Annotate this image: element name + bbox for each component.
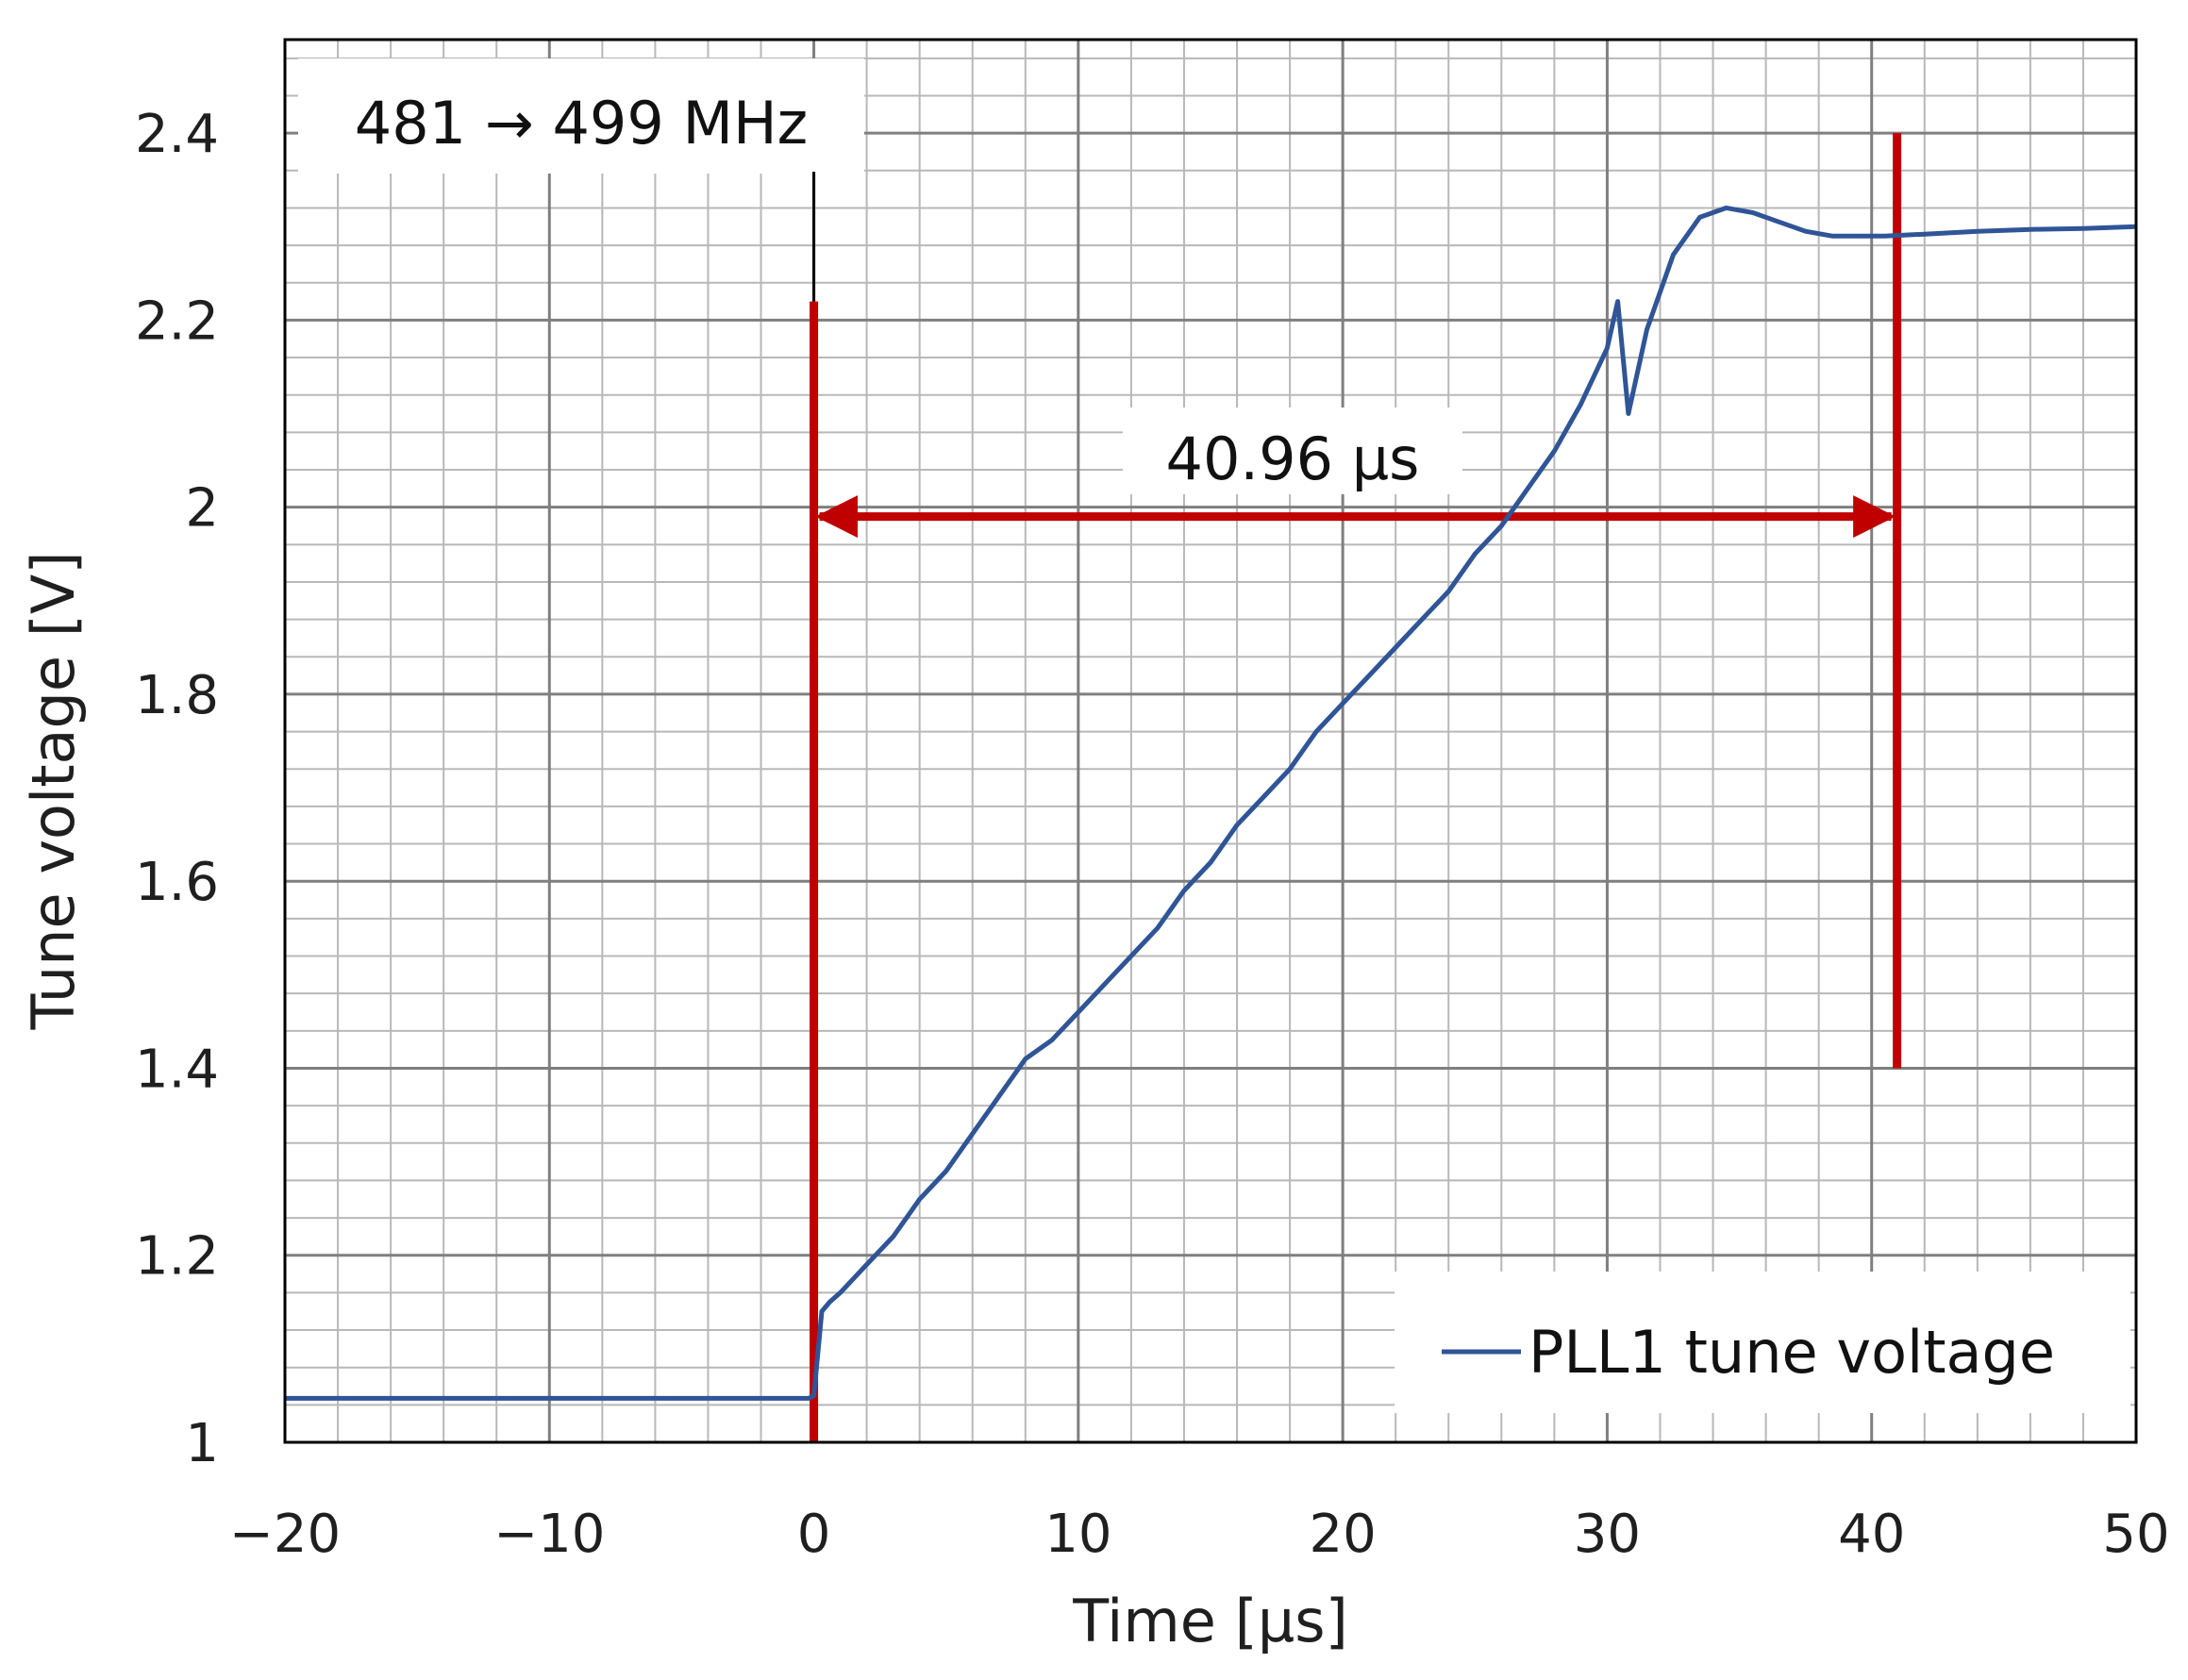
x-tick-label: 40 — [1838, 1504, 1905, 1565]
series-line-pll1-tune-voltage — [285, 205, 2136, 1401]
plot-area — [285, 40, 2136, 1442]
y-axis-title: Tune voltage [V] — [19, 551, 88, 1030]
x-tick-label: 10 — [1044, 1504, 1111, 1565]
x-tick-label: −10 — [493, 1504, 605, 1565]
x-axis-title: Time [µs] — [1072, 1587, 1348, 1655]
duration-annotation: 40.96 µs — [1166, 424, 1420, 493]
y-tick-label: 1.8 — [135, 665, 219, 726]
frequency-annotation-box — [298, 58, 864, 174]
x-tick-label: 50 — [2102, 1504, 2169, 1565]
legend-label: PLL1 tune voltage — [1528, 1318, 2055, 1387]
duration-annotation-box — [1123, 408, 1462, 494]
y-tick-label: 2.4 — [135, 104, 219, 165]
x-tick-label: −20 — [229, 1504, 341, 1565]
x-tick-labels: −20 −10 0 10 20 30 40 50 — [229, 1504, 2170, 1565]
red-markers — [810, 133, 1902, 1442]
plot-border — [283, 38, 2138, 1444]
x-tick-label: 0 — [797, 1504, 831, 1565]
y-tick-label: 2.2 — [135, 291, 219, 352]
y-tick-label: 1.4 — [135, 1039, 219, 1100]
legend-box — [1395, 1272, 2130, 1413]
frequency-annotation: 481 → 499 MHz — [355, 89, 808, 158]
y-tick-label: 1.6 — [135, 852, 219, 913]
y-tick-label: 1.2 — [135, 1226, 219, 1288]
x-tick-label: 30 — [1574, 1504, 1641, 1565]
y-tick-label: 2 — [185, 478, 219, 540]
x-tick-label: 20 — [1310, 1504, 1377, 1565]
y-tick-label: 1 — [185, 1413, 219, 1474]
y-tick-labels: 1 1.2 1.4 1.6 1.8 2 2.2 2.4 — [135, 104, 219, 1474]
